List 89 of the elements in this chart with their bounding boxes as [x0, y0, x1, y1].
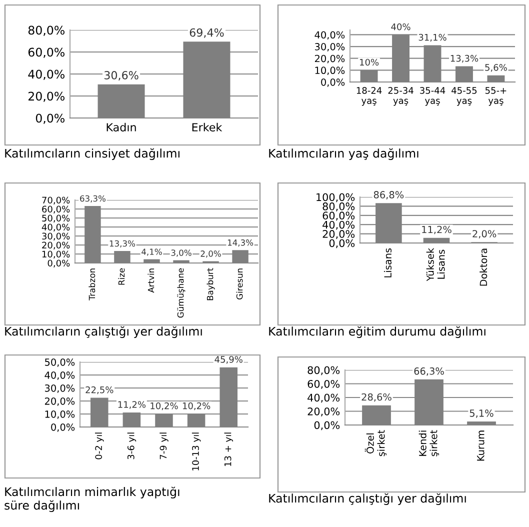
- y-tick-label: 20,0%: [42, 242, 70, 250]
- y-tick-label: 50,0%: [45, 358, 75, 367]
- data-label: 28,6%: [362, 393, 392, 402]
- y-tick-label: 0,0%: [321, 78, 345, 87]
- data-label: 10,2%: [182, 402, 210, 410]
- x-tick-label: Kendi şirket: [418, 430, 439, 456]
- data-label: 2,0%: [472, 230, 496, 238]
- data-label: 30,6%: [104, 71, 138, 81]
- text: Katılımcıların yaş dağılımı: [269, 148, 418, 160]
- x-tick-label: Artvin: [148, 268, 154, 293]
- data-label: 5,1%: [470, 409, 494, 418]
- x-tick-label: 25-34 yaş: [388, 87, 414, 106]
- data-label: 31,1%: [418, 34, 446, 42]
- text: Katılımcıların mimarlık yaptığı süre dağılımı: [4, 486, 180, 512]
- data-label: 3,0%: [171, 250, 192, 257]
- y-tick-label: 40,0%: [308, 394, 340, 403]
- y-tick-label: 60,0%: [322, 212, 355, 221]
- y-tick-label: 40,0%: [322, 220, 355, 230]
- y-tick-label: 40,0%: [28, 70, 64, 80]
- y-tick-label: 0,0%: [36, 114, 64, 124]
- x-tick-label: Erkek: [192, 122, 222, 132]
- x-tick-label: 18-24 yaş: [356, 87, 382, 106]
- y-tick-label: 30,0%: [42, 232, 70, 240]
- y-tick-label: 0,0%: [314, 421, 340, 430]
- x-tick-label: 10-13 yıl: [192, 432, 201, 470]
- x-tick-label: 3-6 yıl: [127, 432, 136, 460]
- x-tick-label: Bayburt: [206, 268, 215, 300]
- y-tick-label: 40,0%: [44, 371, 75, 380]
- data-label: 13,3%: [110, 240, 136, 248]
- y-tick-label: 10,0%: [42, 250, 70, 258]
- y-tick-label: 80,0%: [308, 366, 340, 376]
- text: Katılımcıların çalıştığı yer dağılımı: [5, 326, 202, 338]
- x-tick-label: Doktora: [480, 248, 488, 286]
- data-label: 11,2%: [422, 226, 452, 234]
- data-label: 66,3%: [414, 367, 444, 376]
- y-tick-label: 0,0%: [48, 260, 70, 268]
- y-tick-label: 10,0%: [315, 66, 345, 76]
- x-tick-label: Yüksek Lisans: [426, 248, 445, 282]
- data-label: 10,2%: [150, 402, 178, 410]
- data-label: 13,3%: [450, 54, 478, 63]
- data-label: 63,3%: [80, 195, 106, 202]
- data-label: 40%: [391, 23, 410, 30]
- y-tick-label: 50,0%: [42, 214, 70, 222]
- y-tick-label: 40,0%: [42, 224, 70, 232]
- x-tick-label: Rize: [118, 268, 125, 285]
- y-tick-label: 20,0%: [314, 54, 345, 64]
- x-tick-label: 7-9 yıl: [160, 432, 168, 460]
- y-tick-label: 100,0%: [316, 193, 355, 202]
- x-tick-label: 35-44 yaş: [420, 87, 446, 106]
- text: Katılımcıların çalıştığı yer dağılımı: [269, 493, 466, 505]
- y-tick-label: 20,0%: [308, 407, 340, 416]
- y-tick-label: 60,0%: [42, 206, 70, 214]
- data-label: 69,4%: [190, 28, 224, 38]
- x-tick-label: Lisans: [384, 248, 392, 278]
- data-label: 10%: [360, 58, 379, 66]
- x-tick-label: Trabzon: [88, 268, 96, 300]
- y-tick-label: 40,0%: [314, 31, 345, 40]
- data-label: 14,3%: [228, 239, 254, 247]
- y-tick-label: 30,0%: [314, 43, 345, 52]
- data-label: 22,5%: [86, 386, 114, 394]
- x-tick-label: 55-+ yaş: [486, 87, 506, 106]
- data-label: 5,6%: [485, 64, 507, 72]
- data-label: 2,0%: [200, 250, 221, 258]
- x-tick-label: Kadın: [106, 122, 136, 132]
- x-tick-label: Giresun: [236, 268, 243, 300]
- data-label: 4,1%: [142, 248, 162, 256]
- x-tick-label: Gümüşhane: [177, 268, 186, 318]
- x-tick-label: 13 + yıl: [224, 432, 233, 466]
- y-tick-label: 80,0%: [322, 202, 355, 212]
- y-tick-label: 60,0%: [28, 48, 64, 58]
- y-tick-label: 70,0%: [42, 196, 70, 204]
- x-tick-label: Kurum: [477, 430, 484, 461]
- x-tick-label: 0-2 yıl: [95, 432, 104, 460]
- text: Katılımcıların eğitim durumu dağılımı: [269, 326, 486, 338]
- text: Katılımcıların cinsiyet dağılımı: [5, 148, 180, 160]
- y-tick-label: 20,0%: [44, 397, 75, 406]
- data-label: 45,9%: [214, 356, 242, 364]
- data-label: 86,8%: [374, 191, 404, 200]
- y-tick-label: 20,0%: [322, 230, 355, 239]
- y-tick-label: 10,0%: [45, 410, 75, 419]
- y-tick-label: 0,0%: [51, 423, 75, 432]
- x-tick-label: Özel şirket: [364, 430, 386, 456]
- y-tick-label: 80,0%: [28, 26, 64, 36]
- x-tick-label: 45-55 yaş: [452, 87, 477, 106]
- y-tick-label: 30,0%: [44, 384, 75, 393]
- y-tick-label: 20,0%: [28, 92, 64, 102]
- data-label: 11,2%: [118, 401, 146, 409]
- y-tick-label: 60,0%: [308, 380, 340, 389]
- y-tick-label: 0,0%: [329, 239, 355, 248]
